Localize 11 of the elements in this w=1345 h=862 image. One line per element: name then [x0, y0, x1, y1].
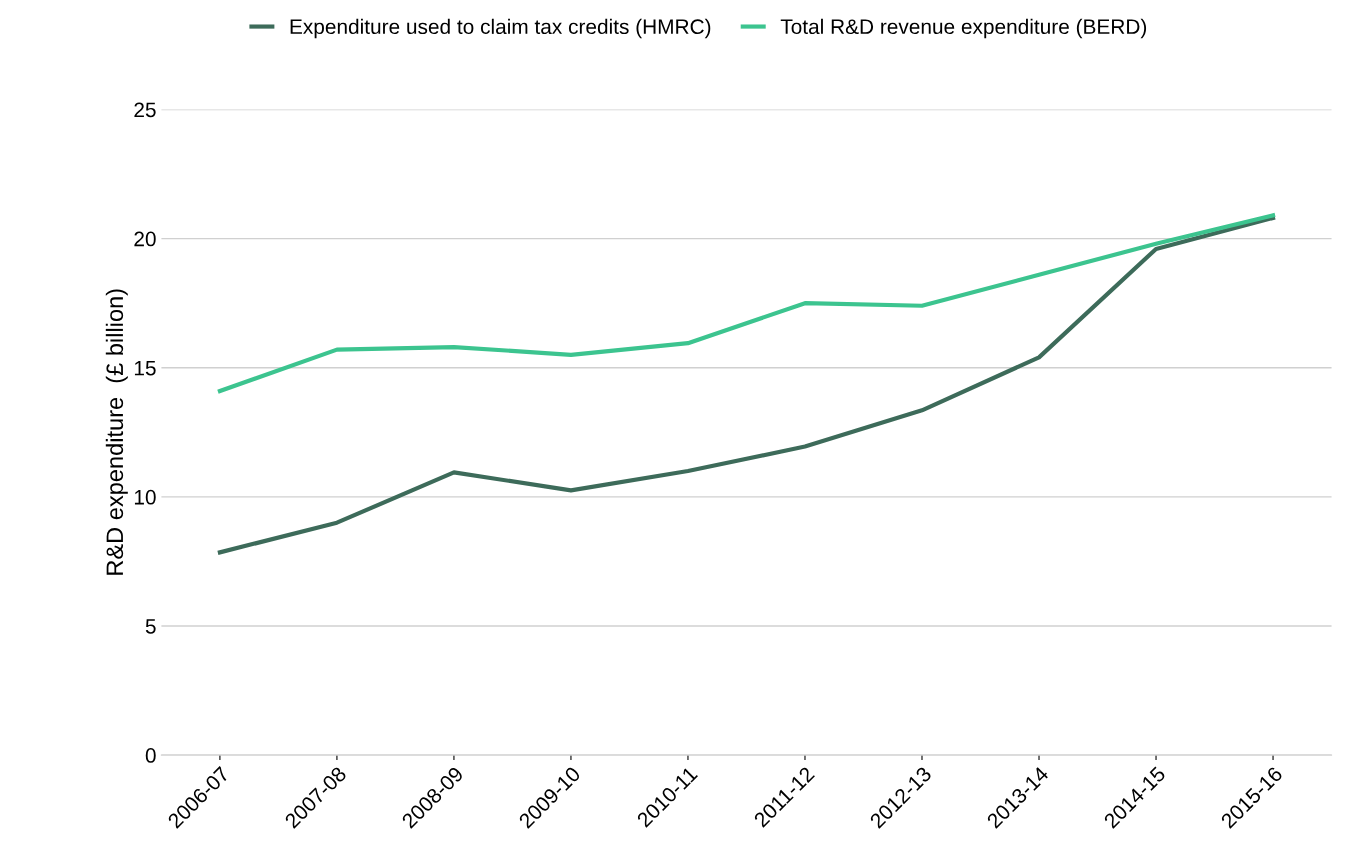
y-tick-label: 10 — [134, 489, 156, 505]
legend-label: Expenditure used to claim tax credits (HMRC) — [290, 18, 711, 39]
y-axis-title: R&D expenditure (£ billion) — [105, 289, 128, 575]
y-tick-label: 25 — [134, 102, 156, 118]
line-series — [217, 215, 1276, 555]
y-tick-label: 15 — [134, 360, 156, 376]
legend-label: Total R&D revenue expenditure (BERD) — [780, 18, 1147, 39]
y-tick-label: 20 — [134, 231, 156, 247]
line-series — [217, 213, 1276, 394]
y-tick-label: 0 — [145, 748, 156, 763]
y-tick-label: 5 — [145, 619, 156, 634]
